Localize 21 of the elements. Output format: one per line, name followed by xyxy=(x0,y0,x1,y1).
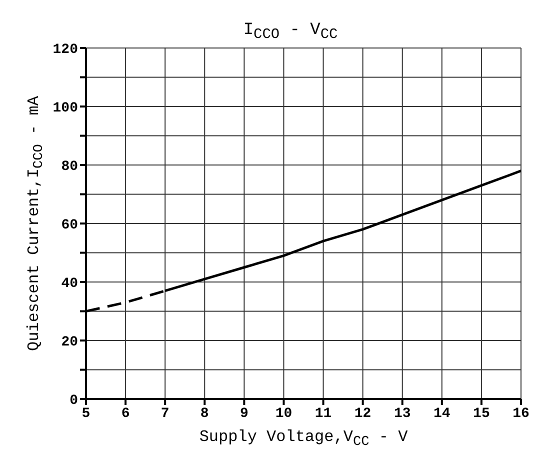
x-tick-label: 14 xyxy=(434,406,450,422)
x-tick-label: 6 xyxy=(121,406,130,422)
chart-title: I$_{CCO}$ - V$_{CC}$ xyxy=(243,21,338,44)
x-tick-label: 7 xyxy=(160,406,170,422)
y-tick-label: 60 xyxy=(61,217,78,234)
x-tick-label: 10 xyxy=(275,406,292,422)
x-axis-title: Supply Voltage,V$_{CC}$ - V xyxy=(199,428,408,450)
x-tick-label: 8 xyxy=(200,406,209,422)
x-tick-label: 9 xyxy=(240,406,248,422)
x-tick-label: 11 xyxy=(314,406,332,422)
x-tick-label: 16 xyxy=(512,406,530,422)
x-tick-label: 15 xyxy=(473,406,490,422)
y-tick-label: 0 xyxy=(70,392,78,409)
y-tick-label: 80 xyxy=(61,158,78,175)
x-tick-label: 13 xyxy=(394,406,411,422)
y-tick-label: 120 xyxy=(52,42,78,58)
x-tick-label: 5 xyxy=(82,406,90,422)
y-tick-label: 100 xyxy=(52,100,78,116)
y-tick-label: 40 xyxy=(61,276,78,292)
x-tick-label: 12 xyxy=(354,406,372,422)
y-tick-label: 20 xyxy=(61,334,78,350)
